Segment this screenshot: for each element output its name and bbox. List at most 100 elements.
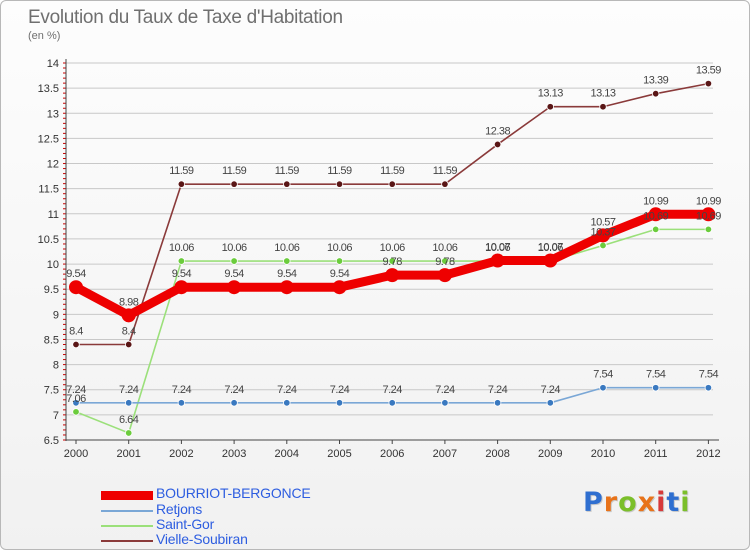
point-retjons-2010 <box>599 384 607 392</box>
y-tick-label-9.5: 9.5 <box>44 284 59 296</box>
series-lines <box>69 79 716 437</box>
point-saint-gor-2003 <box>230 257 238 265</box>
point-vielle-soubiran-2002 <box>177 180 186 188</box>
point-retjons-2005 <box>335 399 344 407</box>
y-tick-label-8.5: 8.5 <box>44 334 59 346</box>
data-label-retjons-2004: 7.24 <box>277 384 297 396</box>
data-label-saint-gor-2005: 10.06 <box>327 242 352 254</box>
data-label-saint-gor-2009: 10.06 <box>538 242 563 254</box>
data-label-bourriot-bergonce-2004: 9.54 <box>277 268 297 280</box>
data-label-saint-gor-2006: 10.06 <box>380 242 405 254</box>
point-vielle-soubiran-2004 <box>283 180 291 188</box>
point-saint-gor-2011 <box>652 225 660 234</box>
point-saint-gor-2006 <box>388 257 396 265</box>
point-saint-gor-2010 <box>599 241 607 250</box>
point-vielle-soubiran-2000 <box>72 340 80 349</box>
point-bourriot-bergonce-2008 <box>490 253 505 268</box>
point-vielle-soubiran-2010 <box>599 103 607 111</box>
axes: 6.5 7 7.5 8 8.5 9 9.5 10 10.5 11 11.5 12 12.5 13 13.5 1… <box>38 58 721 460</box>
data-label-vielle-soubiran-2011: 13.39 <box>643 75 668 87</box>
point-bourriot-bergonce-2010 <box>596 228 610 243</box>
logo-letter: o <box>618 487 638 518</box>
x-tick-label-2008: 2008 <box>485 448 509 460</box>
point-bourriot-bergonce-2006 <box>385 268 400 283</box>
data-label-retjons-2011: 7.54 <box>646 369 666 381</box>
x-tick-label-2007: 2007 <box>433 448 457 460</box>
point-bourriot-bergonce-2003 <box>227 280 242 295</box>
y-tick-label-11: 11 <box>48 209 59 221</box>
point-bourriot-bergonce-2009 <box>543 253 558 268</box>
legend-swatch-vielle-soubiran <box>101 540 153 542</box>
point-saint-gor-2002 <box>177 257 186 265</box>
data-label-vielle-soubiran-2009: 13.13 <box>538 88 563 100</box>
point-vielle-soubiran-2006 <box>388 180 396 188</box>
data-label-saint-gor-2007: 10.06 <box>432 242 457 254</box>
y-tick-label-10: 10 <box>47 259 59 271</box>
data-label-vielle-soubiran-2010: 13.13 <box>590 88 615 100</box>
legend-swatch-bourriot-bergonce <box>101 491 153 500</box>
y-tick-label-14: 14 <box>47 58 59 70</box>
point-vielle-soubiran-2005 <box>335 180 344 188</box>
data-label-retjons-2000: 7.24 <box>66 384 86 396</box>
data-label-vielle-soubiran-2000: 8.4 <box>69 325 83 337</box>
data-label-vielle-soubiran-2002: 11.59 <box>169 165 194 177</box>
legend-label-saint-gor: Saint-Gor <box>156 516 215 532</box>
point-retjons-2008 <box>493 399 502 407</box>
y-tick-label-10.5: 10.5 <box>38 234 59 246</box>
legend-label-retjons: Retjons <box>156 501 203 517</box>
data-label-retjons-2001: 7.24 <box>119 384 139 396</box>
x-tick-label-2000: 2000 <box>64 448 88 460</box>
legend-swatch-saint-gor <box>101 525 153 527</box>
data-label-bourriot-bergonce-2012: 10.99 <box>696 195 721 207</box>
point-bourriot-bergonce-2007 <box>437 268 452 283</box>
x-tick-label-2002: 2002 <box>169 448 193 460</box>
data-label-retjons-2009: 7.24 <box>541 384 561 396</box>
data-label-retjons-2012: 7.54 <box>699 369 719 381</box>
point-bourriot-bergonce-2012 <box>701 207 716 222</box>
data-label-bourriot-bergonce-2007: 9.78 <box>435 256 455 268</box>
data-label-retjons-2007: 7.24 <box>435 384 455 396</box>
data-label-bourriot-bergonce-2009: 10.07 <box>538 242 563 254</box>
data-label-saint-gor-2011: 10.69 <box>643 210 668 222</box>
data-label-bourriot-bergonce-2002: 9.54 <box>172 268 192 280</box>
logo-letter: r <box>603 487 619 518</box>
point-retjons-2002 <box>177 399 186 407</box>
data-label-bourriot-bergonce-2010: 10.57 <box>590 216 615 228</box>
data-label-bourriot-bergonce-2003: 9.54 <box>224 268 244 280</box>
point-retjons-2009 <box>546 399 554 407</box>
legend-label-bourriot-bergonce: BOURRIOT-BERGONCE <box>156 485 311 501</box>
point-saint-gor-2005 <box>335 257 344 265</box>
data-label-bourriot-bergonce-2001: 8.98 <box>119 296 139 308</box>
point-bourriot-bergonce-2000 <box>69 280 83 295</box>
y-tick-label-11.5: 11.5 <box>38 184 59 196</box>
chart-title: Evolution du Taux de Taxe d'Habitation <box>28 7 343 28</box>
logo-letter: i <box>680 487 691 518</box>
legend-swatch-retjons <box>101 510 153 512</box>
grid-lines <box>66 62 713 441</box>
point-bourriot-bergonce-2004 <box>279 280 294 295</box>
point-bourriot-bergonce-2011 <box>648 207 663 222</box>
x-tick-label-2006: 2006 <box>380 448 404 460</box>
point-saint-gor-2001 <box>124 429 133 437</box>
x-tick-label-2010: 2010 <box>591 448 615 460</box>
data-label-retjons-2005: 7.24 <box>330 384 350 396</box>
logo-letter: i <box>656 487 667 518</box>
y-tick-label-13: 13 <box>47 108 59 120</box>
data-label-vielle-soubiran-2004: 11.59 <box>275 165 300 177</box>
y-tick-label-12.5: 12.5 <box>38 133 59 145</box>
data-label-bourriot-bergonce-2006: 9.78 <box>382 256 402 268</box>
data-label-saint-gor-2002: 10.06 <box>169 242 194 254</box>
point-retjons-2004 <box>283 399 291 407</box>
data-label-retjons-2003: 7.24 <box>224 384 244 396</box>
data-label-bourriot-bergonce-2000: 9.54 <box>66 268 86 280</box>
point-vielle-soubiran-2001 <box>124 340 133 349</box>
data-label-saint-gor-2001: 6.64 <box>119 414 139 426</box>
data-label-saint-gor-2010: 10.37 <box>590 226 615 238</box>
y-tick-label-7.5: 7.5 <box>44 385 59 397</box>
data-label-vielle-soubiran-2006: 11.59 <box>380 165 405 177</box>
point-saint-gor-2012 <box>704 225 713 234</box>
x-tick-label-2005: 2005 <box>327 448 351 460</box>
